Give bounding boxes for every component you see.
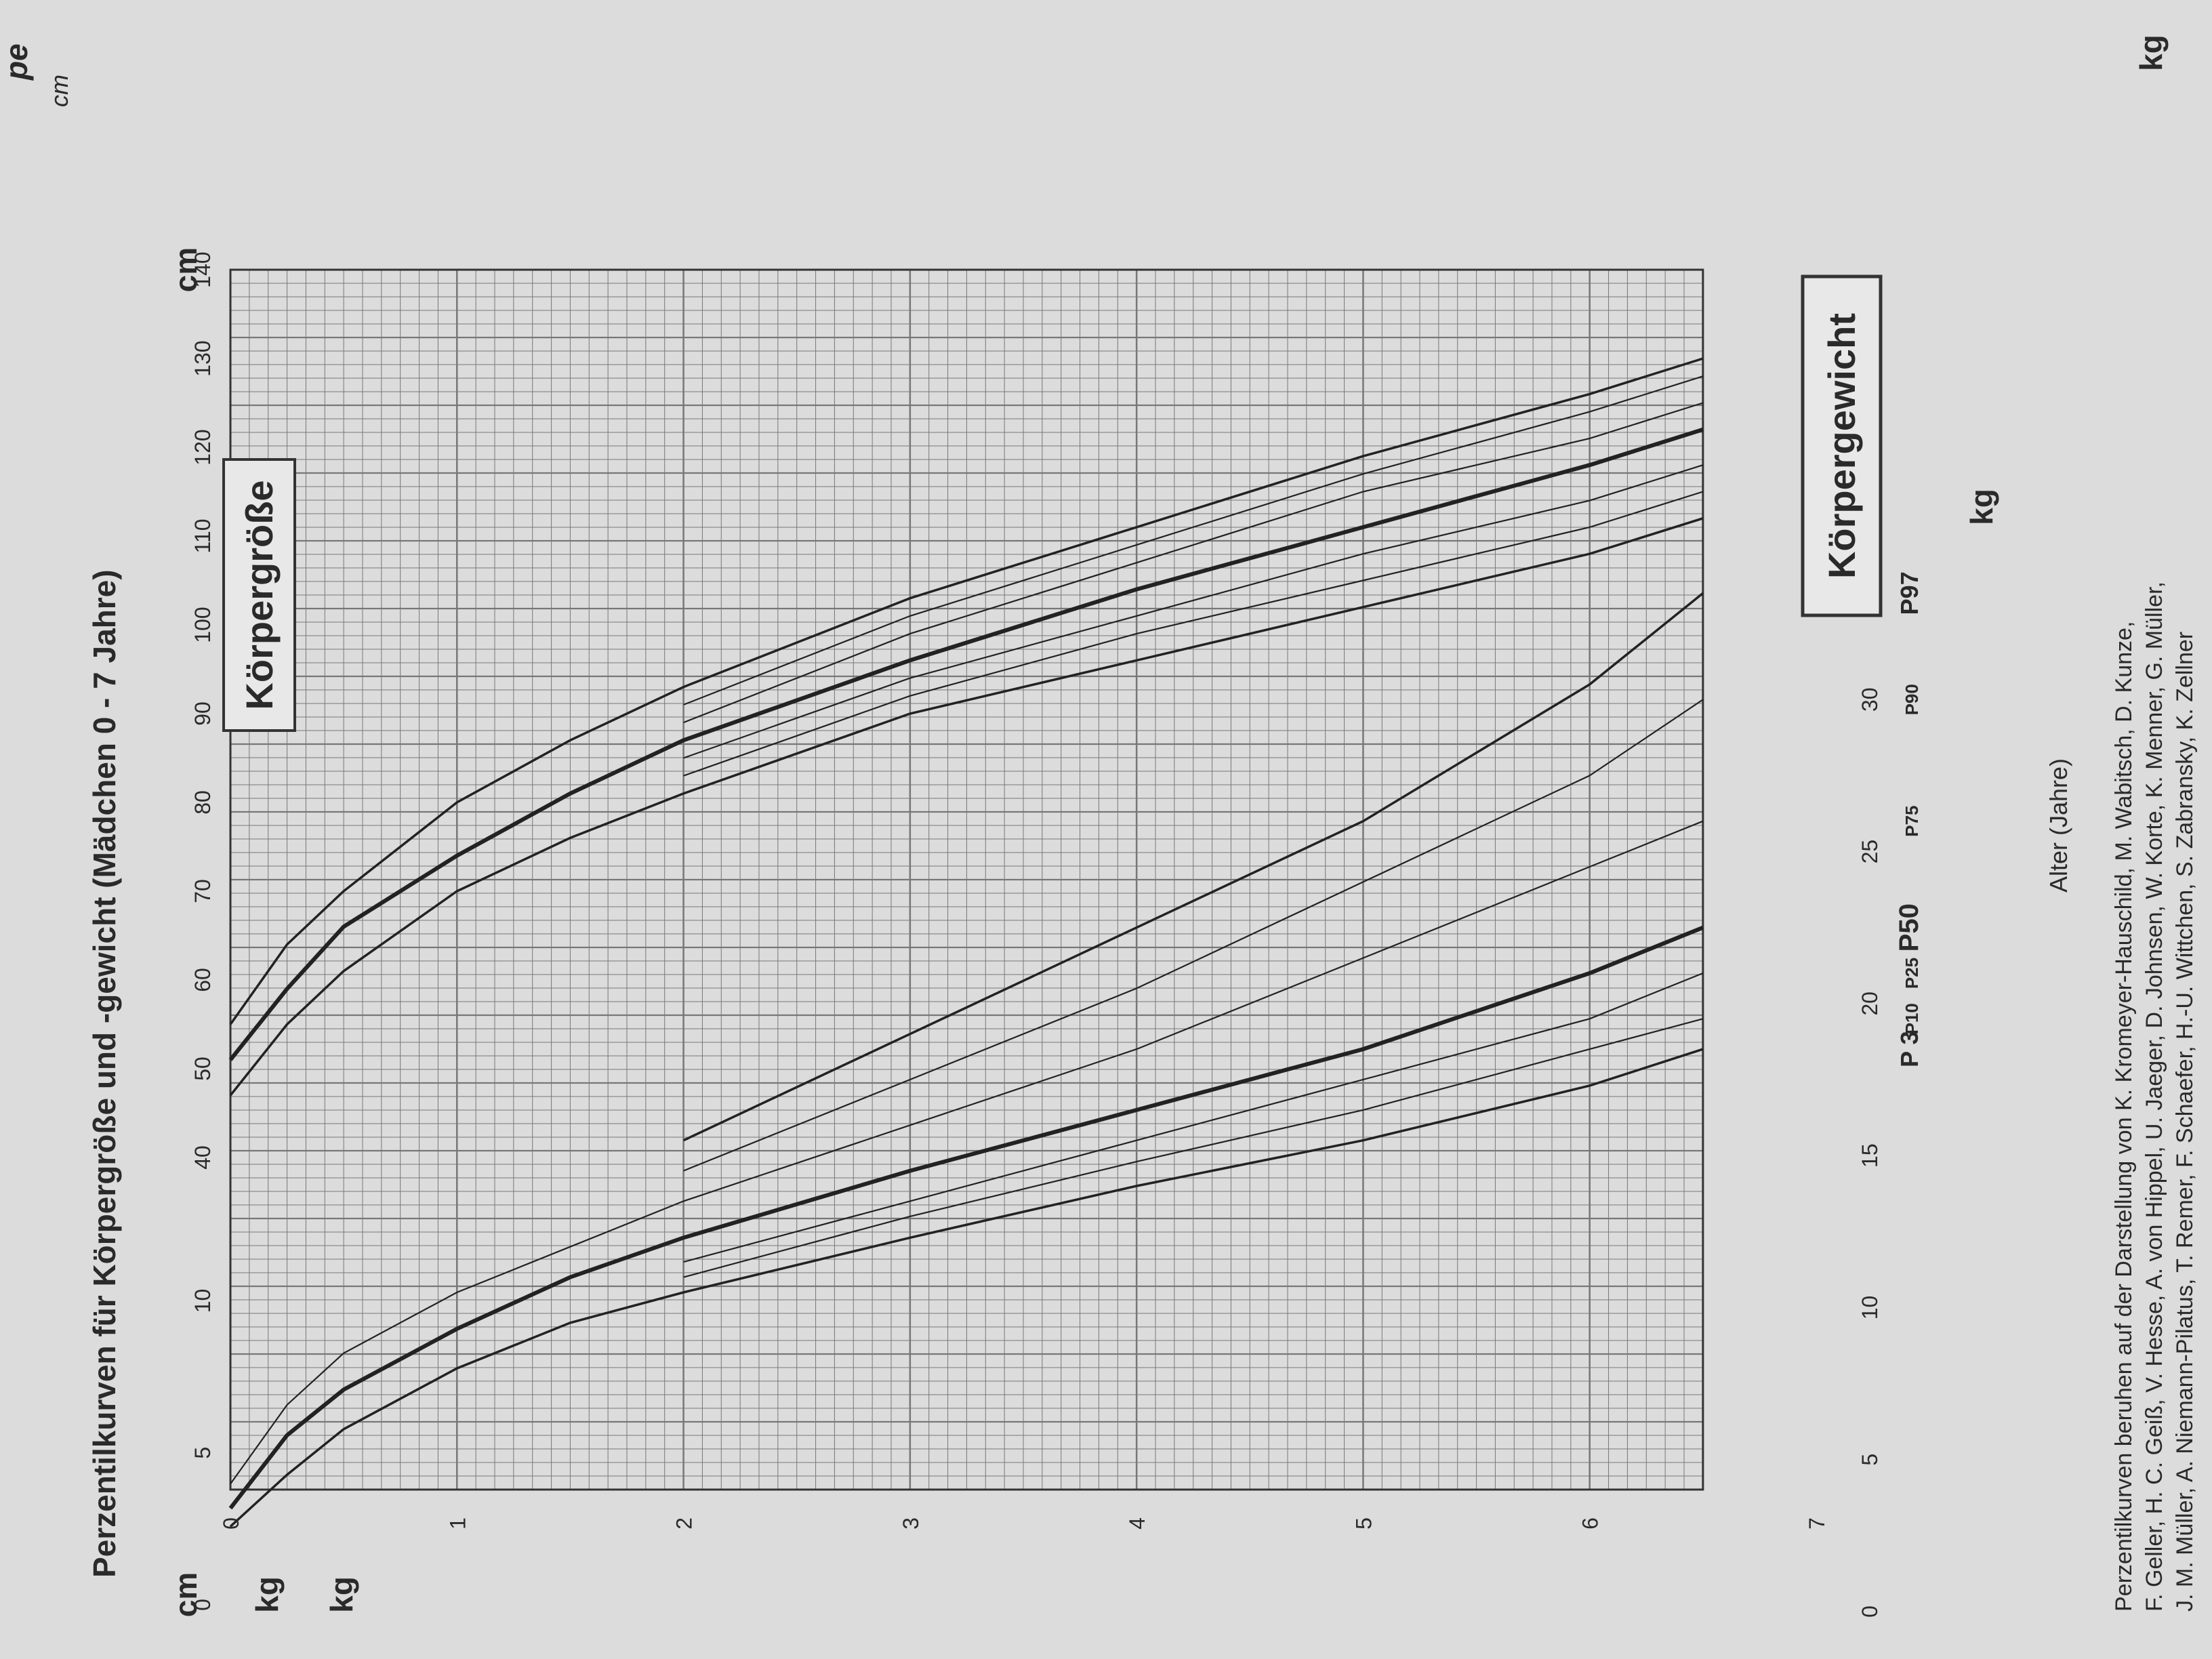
y-tick-label-kg-right: 20 bbox=[1858, 991, 1882, 1016]
x-tick-label: 5 bbox=[1351, 1517, 1376, 1530]
series-label-P3: P 3 bbox=[1896, 1031, 1923, 1067]
y-tick-label-cm: 130 bbox=[190, 340, 215, 376]
y-tick-label-cm: 100 bbox=[190, 607, 215, 642]
series-line-P3 bbox=[229, 1048, 1704, 1528]
y-tick-label-kg: 10 bbox=[190, 1289, 215, 1313]
y-tick-label-cm: 120 bbox=[190, 429, 215, 465]
series-label-P50: P50 bbox=[1894, 903, 1924, 951]
x-tick-label: 1 bbox=[445, 1517, 470, 1530]
y-tick-label-cm: 80 bbox=[190, 790, 215, 815]
series-line-P90 bbox=[683, 699, 1704, 1172]
grid bbox=[229, 268, 1704, 1491]
credit-line-2: F. Geller, H. C. Geiß, V. Hesse, A. von … bbox=[2142, 581, 2167, 1612]
series-line-P50 bbox=[228, 427, 1704, 1061]
y-tick-label-cm: 60 bbox=[190, 968, 215, 992]
y-tick-label-cm: 110 bbox=[190, 518, 215, 553]
series-line-P10 bbox=[683, 1018, 1704, 1278]
x-tick-label: 0 bbox=[219, 1517, 243, 1530]
series-label-P90: P90 bbox=[1902, 684, 1922, 715]
unit-cm-left: cm bbox=[168, 1572, 203, 1617]
y-tick-label-kg-right: 0 bbox=[1858, 1605, 1882, 1618]
series-line-P50 bbox=[228, 925, 1704, 1510]
series-line-P97 bbox=[682, 592, 1704, 1142]
series-line-P75 bbox=[230, 820, 1704, 1485]
corner-text-second: cm bbox=[45, 75, 73, 107]
y-tick-label-kg-right: 25 bbox=[1858, 840, 1882, 864]
y-tick-label-cm: 50 bbox=[190, 1057, 215, 1081]
series-line-P97 bbox=[229, 357, 1704, 1025]
unit-kg-left-bottom: kg bbox=[324, 1576, 359, 1613]
y-tick-label-kg: 5 bbox=[190, 1447, 215, 1459]
height-box: Körpergröße bbox=[222, 458, 296, 732]
y-tick-label-cm: 40 bbox=[190, 1145, 215, 1170]
height-box-label: Körpergröße bbox=[238, 480, 281, 710]
page-title: Perzentilkurven für Körpergröße und -gew… bbox=[87, 569, 122, 1578]
x-tick-label: 2 bbox=[672, 1517, 697, 1530]
weight-box: Körpergewicht bbox=[1801, 274, 1883, 617]
unit-cm-top: cm bbox=[168, 247, 203, 292]
y-tick-label-cm: 70 bbox=[190, 879, 215, 903]
y-tick-label-cm: 90 bbox=[190, 701, 215, 726]
credits: Perzentilkurven beruhen auf der Darstell… bbox=[2111, 581, 2198, 1612]
x-tick-label: 3 bbox=[899, 1517, 923, 1530]
unit-kg-right: kg bbox=[1964, 489, 1999, 525]
series-label-P10: P10 bbox=[1902, 1003, 1922, 1034]
y-tick-label-kg-right: 15 bbox=[1858, 1143, 1882, 1168]
series-label-P97: P97 bbox=[1896, 571, 1923, 615]
y-tick-label-cm: 140 bbox=[190, 251, 215, 287]
corner-text-top: pe bbox=[0, 43, 34, 81]
series-line-P90 bbox=[683, 375, 1704, 705]
series-line-P10 bbox=[683, 491, 1704, 777]
credit-line-1: Perzentilkurven beruhen auf der Darstell… bbox=[2111, 621, 2137, 1612]
series-line-P3 bbox=[229, 517, 1704, 1097]
plot-frame bbox=[229, 268, 1704, 1491]
x-tick-label: 6 bbox=[1578, 1517, 1603, 1530]
y-tick-label-kg: 0 bbox=[190, 1599, 215, 1611]
x-tick-label: 4 bbox=[1125, 1517, 1149, 1530]
series-label-P75: P75 bbox=[1902, 806, 1922, 837]
y-tick-label-kg-right: 30 bbox=[1858, 687, 1882, 712]
unit-kg-left: kg bbox=[249, 1576, 285, 1613]
weight-box-label: Körpergewicht bbox=[1820, 313, 1863, 579]
series-line-P25 bbox=[683, 972, 1704, 1263]
series-label-P25: P25 bbox=[1902, 958, 1922, 989]
x-axis-title: Alter (Jahre) bbox=[2045, 758, 2072, 893]
x-tick-label: 7 bbox=[1805, 1517, 1829, 1530]
series-line-P25 bbox=[683, 464, 1704, 759]
y-tick-label-kg-right: 5 bbox=[1858, 1454, 1882, 1466]
plot-border bbox=[229, 268, 1704, 1491]
series-line-P75 bbox=[683, 402, 1704, 724]
credit-line-3: J. M. Müller, A. Niemann-Pilatus, T. Rem… bbox=[2172, 632, 2198, 1612]
unit-kg-right-bottom: kg bbox=[2133, 35, 2169, 71]
y-tick-label-kg-right: 10 bbox=[1858, 1296, 1882, 1320]
